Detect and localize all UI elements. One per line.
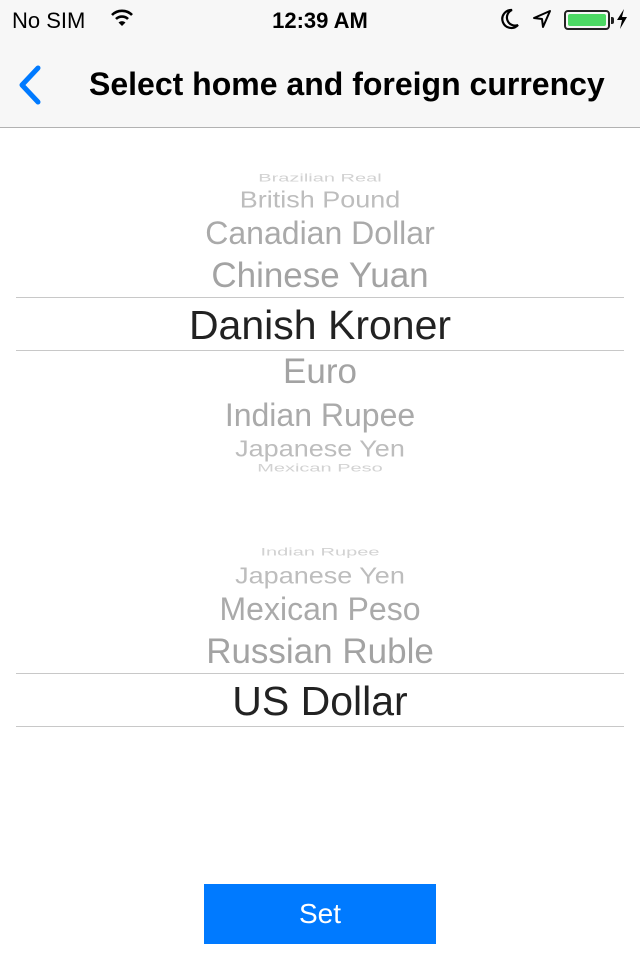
picker-row[interactable]: Indian Rupee [260, 545, 380, 559]
location-arrow-icon [532, 9, 552, 34]
picker-row[interactable]: Japanese Yen [235, 563, 405, 589]
home-currency-picker[interactable]: Brazilian Real British Pound Canadian Doll… [16, 160, 624, 480]
selection-indicator-line [16, 726, 624, 727]
picker-row-selected[interactable]: US Dollar [232, 678, 408, 724]
wifi-icon [110, 8, 134, 33]
picker-row[interactable]: Chinese Yuan [211, 256, 429, 295]
picker-row[interactable]: Brazilian Real [258, 171, 382, 185]
battery-tip [611, 17, 614, 24]
page-title: Select home and foreign currency [89, 66, 605, 102]
picker-row[interactable]: Indian Rupee [224, 397, 416, 433]
navigation-bar: Select home and foreign currency [0, 40, 640, 128]
battery-fill [568, 14, 606, 26]
picker-row[interactable]: Russian Ruble [206, 632, 434, 671]
picker-row[interactable]: Euro [283, 352, 357, 391]
charging-bolt-icon [616, 8, 628, 35]
selection-indicator-line [16, 673, 624, 674]
set-button[interactable]: Set [204, 884, 436, 944]
picker-row[interactable]: Mexican Peso [257, 461, 383, 475]
picker-row[interactable]: Mexican Peso [219, 591, 421, 627]
carrier-label: No SIM [12, 8, 86, 33]
clock: 12:39 AM [272, 8, 368, 33]
status-bar: No SIM 12:39 AM [0, 0, 640, 40]
picker-row[interactable]: Canadian Dollar [205, 215, 435, 251]
foreign-currency-picker[interactable]: Indian Rupee Japanese Yen Mexican Peso Russ… [16, 536, 624, 736]
selection-indicator-line [16, 297, 624, 298]
back-button[interactable] [14, 64, 44, 106]
moon-icon [500, 8, 520, 35]
picker-row-selected[interactable]: Danish Kroner [188, 302, 452, 348]
picker-row[interactable]: British Pound [239, 187, 401, 213]
chevron-left-icon [19, 65, 41, 105]
selection-indicator-line [16, 350, 624, 351]
picker-row[interactable]: Japanese Yen [235, 436, 405, 462]
battery-icon [564, 10, 614, 30]
